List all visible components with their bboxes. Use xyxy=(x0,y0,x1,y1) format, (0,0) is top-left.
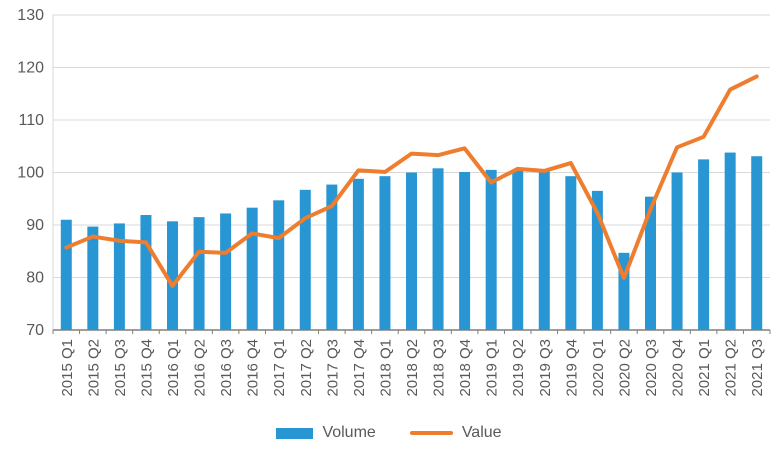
y-axis-tick-label: 70 xyxy=(26,322,44,339)
y-axis-tick-label: 110 xyxy=(18,112,44,129)
legend: Volume Value xyxy=(0,419,778,447)
x-axis-tick-label: 2018 Q3 xyxy=(431,339,448,397)
x-axis-tick-label: 2016 Q3 xyxy=(218,339,235,397)
x-axis-tick-label: 2019 Q2 xyxy=(510,339,527,397)
volume-bar xyxy=(618,252,630,330)
volume-bar xyxy=(485,169,497,330)
plot-area: 70 80 90 100 110 120 130 2015 Q1 2015 Q2 2015 Q3 2… xyxy=(17,7,771,397)
volume-bar xyxy=(352,178,364,330)
legend-label-volume: Volume xyxy=(322,424,376,441)
x-axis-tick-label: 2020 Q1 xyxy=(590,339,607,397)
legend-label-value: Value xyxy=(461,424,502,441)
x-axis-tick-label: 2019 Q3 xyxy=(537,339,554,397)
x-axis-tick-label: 2015 Q2 xyxy=(85,339,102,397)
value-swatch-icon xyxy=(409,431,453,435)
volume-bar xyxy=(140,215,152,330)
volume-bar xyxy=(406,172,417,330)
x-axis-tick-label: 2016 Q2 xyxy=(192,339,209,397)
volume-bar xyxy=(87,226,99,330)
volume-bar xyxy=(698,159,710,330)
volume-bar xyxy=(565,176,577,330)
x-axis-tick-label: 2018 Q1 xyxy=(377,339,394,397)
y-axis-tick-label: 130 xyxy=(17,7,44,24)
y-axis-tick-label: 100 xyxy=(17,165,44,182)
volume-bar xyxy=(512,169,524,330)
x-axis-tick-label: 2017 Q2 xyxy=(298,339,315,397)
volume-bar xyxy=(591,190,603,330)
y-axis-tick-label: 80 xyxy=(26,270,44,287)
legend-item-value: Value xyxy=(409,424,502,442)
y-axis-tick-label: 120 xyxy=(17,60,44,77)
volume-bar xyxy=(246,207,258,330)
x-axis-tick-label: 2017 Q1 xyxy=(271,339,288,397)
x-axis-tick-label: 2019 Q1 xyxy=(484,339,501,397)
x-axis-tick-label: 2021 Q3 xyxy=(749,339,766,397)
x-axis-tick-label: 2020 Q3 xyxy=(643,339,660,397)
volume-bar xyxy=(113,223,125,330)
volume-bar xyxy=(724,152,736,330)
x-axis-tick-label: 2015 Q4 xyxy=(138,339,155,397)
volume-bar xyxy=(60,219,72,330)
volume-bar xyxy=(326,184,338,330)
x-axis-tick-label: 2018 Q2 xyxy=(404,339,421,397)
volume-bar xyxy=(432,168,444,330)
volume-bar xyxy=(220,213,232,330)
x-axis-tick-label: 2017 Q4 xyxy=(351,339,368,397)
x-axis-tick-label: 2020 Q2 xyxy=(616,339,633,397)
x-axis-tick-label: 2021 Q1 xyxy=(696,339,713,397)
volume-bar xyxy=(273,200,285,330)
volume-bar xyxy=(645,196,656,330)
y-axis-tick-label: 90 xyxy=(26,217,44,234)
x-axis-tick-label: 2017 Q3 xyxy=(324,339,341,397)
volume-bar xyxy=(538,170,550,330)
volume-bar xyxy=(167,221,178,330)
volume-swatch-icon xyxy=(276,427,314,439)
volume-bar xyxy=(379,176,391,330)
volume-bar xyxy=(193,217,205,330)
x-axis-tick-label: 2016 Q1 xyxy=(165,339,182,397)
volume-bar xyxy=(459,171,471,330)
x-axis-tick-label: 2018 Q4 xyxy=(457,339,474,397)
volume-bar xyxy=(299,189,311,330)
value-line xyxy=(64,74,759,288)
x-axis-tick-label: 2015 Q1 xyxy=(59,339,76,397)
x-axis-tick-label: 2021 Q2 xyxy=(723,339,740,397)
volume-bar xyxy=(751,156,763,330)
x-axis-tick-label: 2016 Q4 xyxy=(245,339,262,397)
x-axis-tick-label: 2019 Q4 xyxy=(563,339,580,397)
x-axis-tick-label: 2020 Q4 xyxy=(670,339,687,397)
volume-bar xyxy=(671,172,683,330)
legend-item-volume: Volume xyxy=(276,424,376,442)
x-axis-tick-label: 2015 Q3 xyxy=(112,339,129,397)
